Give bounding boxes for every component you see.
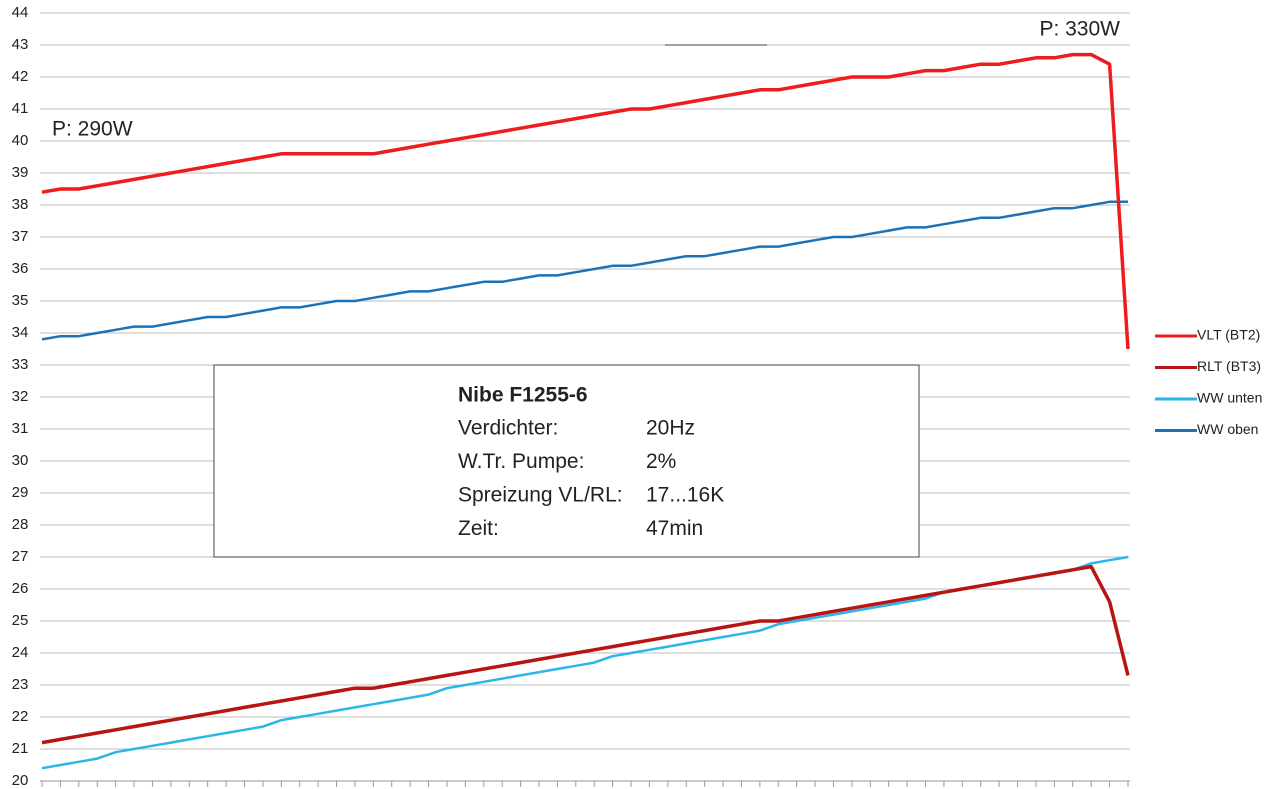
y-tick-label: 36 bbox=[12, 260, 29, 277]
legend-label: VLT (BT2) bbox=[1197, 327, 1260, 343]
legend-label: RLT (BT3) bbox=[1197, 358, 1261, 374]
info-value: 17...16K bbox=[646, 484, 724, 507]
info-label: W.Tr. Pumpe: bbox=[458, 450, 584, 473]
annotation: P: 330W bbox=[1039, 18, 1120, 41]
y-tick-label: 33 bbox=[12, 356, 29, 373]
y-tick-label: 38 bbox=[12, 196, 29, 213]
y-tick-label: 30 bbox=[12, 452, 29, 469]
series-line bbox=[41, 52, 1130, 350]
info-value: 47min bbox=[646, 517, 703, 540]
y-tick-label: 34 bbox=[12, 324, 29, 341]
y-tick-label: 40 bbox=[12, 132, 29, 149]
y-tick-label: 42 bbox=[12, 68, 29, 85]
y-tick-label: 39 bbox=[12, 164, 29, 181]
y-tick-label: 22 bbox=[12, 708, 29, 725]
y-tick-label: 27 bbox=[12, 548, 29, 565]
y-tick-label: 21 bbox=[12, 740, 29, 757]
info-box bbox=[213, 364, 920, 558]
info-label: Spreizung VL/RL: bbox=[458, 484, 623, 507]
series-line bbox=[41, 564, 1130, 745]
y-tick-label: 25 bbox=[12, 612, 29, 629]
series-line bbox=[41, 200, 1128, 341]
info-title: Nibe F1255-6 bbox=[458, 384, 588, 407]
info-label: Zeit: bbox=[458, 517, 499, 540]
y-tick-label: 26 bbox=[12, 580, 29, 597]
legend-label: WW oben bbox=[1197, 421, 1258, 437]
info-value: 2% bbox=[646, 450, 676, 473]
y-tick-label: 20 bbox=[12, 772, 29, 789]
y-tick-label: 32 bbox=[12, 388, 29, 405]
y-tick-label: 37 bbox=[12, 228, 29, 245]
y-tick-label: 31 bbox=[12, 420, 29, 437]
y-tick-label: 29 bbox=[12, 484, 29, 501]
y-tick-label: 44 bbox=[12, 4, 29, 21]
y-tick-label: 35 bbox=[12, 292, 29, 309]
annotation: P: 290W bbox=[52, 118, 133, 141]
y-tick-label: 28 bbox=[12, 516, 29, 533]
info-value: 20Hz bbox=[646, 417, 695, 440]
legend-label: WW unten bbox=[1197, 390, 1262, 406]
y-tick-label: 23 bbox=[12, 676, 29, 693]
y-tick-label: 43 bbox=[12, 36, 29, 53]
info-label: Verdichter: bbox=[458, 417, 558, 440]
y-tick-label: 41 bbox=[12, 100, 29, 117]
y-tick-label: 24 bbox=[12, 644, 29, 661]
